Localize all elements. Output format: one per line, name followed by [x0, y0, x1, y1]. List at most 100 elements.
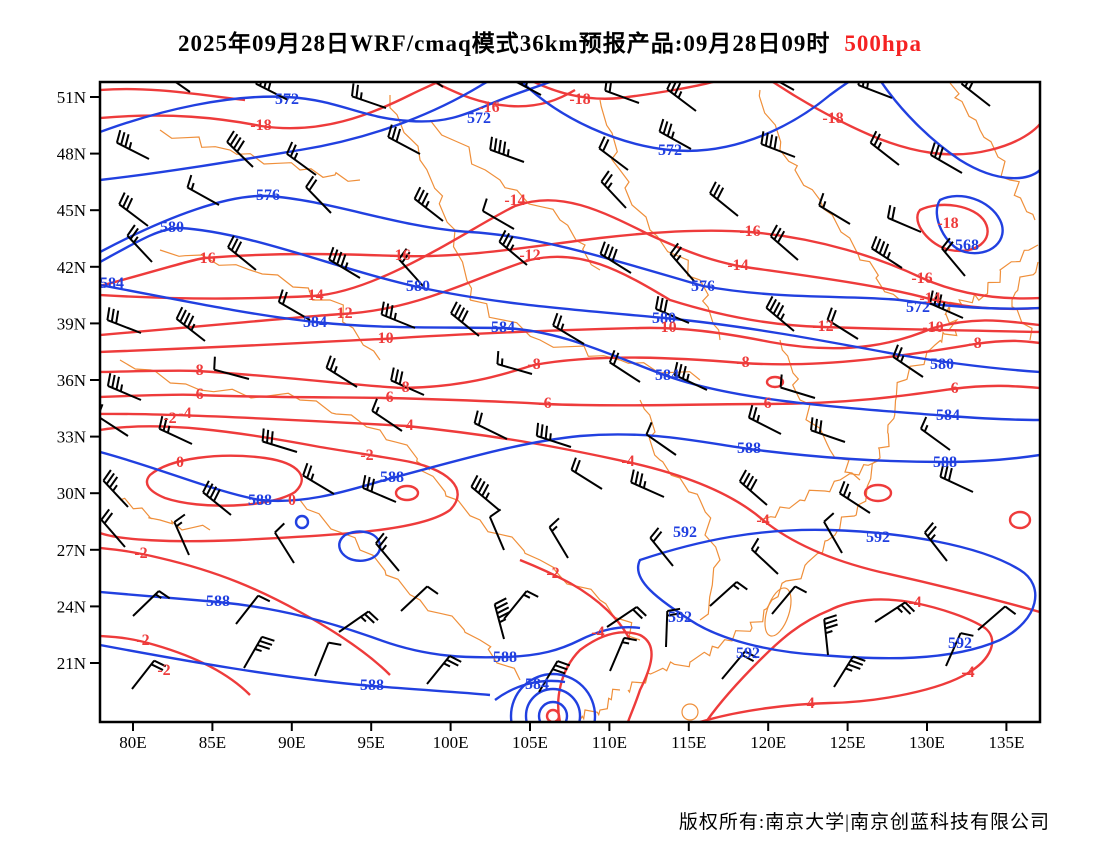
temperature-contours-path	[916, 203, 989, 253]
lat-tick-label: 51N	[57, 88, 86, 107]
wind-barb	[489, 136, 525, 163]
temperature-contours-path	[145, 454, 303, 507]
temperature-contour-label: 0	[288, 492, 296, 509]
wind-barb	[709, 581, 748, 607]
height-contours-path	[101, 433, 1039, 503]
temperature-contour-label: -10	[655, 319, 676, 336]
wind-barb	[649, 527, 674, 567]
height-contour-label: 588	[737, 440, 761, 457]
boundary-line	[639, 399, 721, 621]
lon-tick-label: 80E	[119, 733, 146, 752]
temperature-contours-path	[101, 425, 459, 543]
temperature-contour-label: -8	[396, 379, 409, 396]
wind-barb	[721, 650, 758, 680]
lat-tick-label: 24N	[57, 597, 86, 616]
wind-barb	[387, 124, 421, 155]
wind-barb	[277, 289, 311, 321]
wind-barb	[132, 590, 171, 617]
wind-barb	[470, 474, 500, 511]
wind-barb	[226, 130, 254, 168]
temperature-contour-label: -18	[937, 215, 958, 232]
wind-barb	[102, 469, 129, 508]
height-contour-label: 572	[467, 110, 491, 127]
temperature-contour-label: -4	[591, 624, 604, 641]
wind-barb	[606, 606, 647, 628]
wind-barb	[779, 374, 816, 399]
wind-barb	[747, 404, 782, 435]
wind-barb	[826, 307, 859, 340]
wind-barbs	[101, 83, 1017, 693]
title-pressure-level: 500hpa	[844, 31, 922, 56]
lon-tick-label: 95E	[358, 733, 385, 752]
temperature-contours-path	[101, 384, 1039, 407]
wind-barb	[604, 83, 640, 104]
temperature-contour-label: -4	[801, 695, 814, 712]
wind-barb	[398, 248, 424, 287]
wind-barb	[254, 83, 289, 101]
temperature-contours-path	[394, 484, 420, 502]
wind-barb	[869, 130, 900, 166]
wind-barb	[202, 480, 232, 516]
height-contour-label: 588	[248, 492, 272, 509]
wind-barb	[886, 205, 922, 233]
wind-barb	[380, 301, 416, 329]
temperature-contour-label: -8	[527, 356, 540, 373]
height-contour-label: 572	[906, 299, 930, 316]
height-contour-label: 588	[380, 469, 404, 486]
temperature-contour-label: -2	[157, 662, 170, 679]
height-contour-label: 592	[673, 524, 697, 541]
temperature-contour-label: -16	[739, 223, 760, 240]
boundary-line	[579, 688, 621, 721]
wind-barb	[765, 295, 795, 332]
height-contour-label: 576	[691, 278, 715, 295]
wind-barb	[771, 585, 808, 615]
temperature-contours-path	[101, 83, 439, 130]
temperature-contours-path	[101, 546, 391, 676]
wind-barb	[503, 590, 539, 620]
wind-barb	[413, 186, 444, 222]
temperature-contour-label: -14	[302, 287, 323, 304]
wind-barb	[673, 361, 708, 391]
wind-barb	[738, 469, 768, 506]
temperature-contour-label: -6	[758, 395, 771, 412]
height-contours-path	[509, 672, 597, 721]
wind-barb	[810, 417, 846, 443]
height-contours-path	[294, 514, 310, 530]
temperature-contours-path	[765, 375, 785, 389]
wind-barb	[488, 508, 505, 551]
wind-barb	[371, 398, 403, 432]
temperature-contour-label: -4	[908, 594, 921, 611]
temperature-contour-label: -10	[372, 330, 393, 347]
title-main: 2025年09月28日WRF/cmaq模式36km预报产品:09月28日09时	[178, 31, 831, 56]
height-contour-label: 588	[360, 677, 384, 694]
temperature-contour-label: -16	[389, 247, 410, 264]
wind-barb	[823, 512, 843, 554]
lat-tick-label: 33N	[57, 428, 86, 447]
taiwan-island-outline	[764, 587, 792, 637]
height-contour-label: 592	[668, 609, 692, 626]
boundary-line	[389, 95, 473, 301]
temperature-contour-label: -6	[538, 395, 551, 412]
wind-barb	[939, 463, 974, 493]
temperature-contour-label: -6	[380, 389, 393, 406]
lat-tick-label: 27N	[57, 541, 86, 560]
height-contours-path	[101, 643, 491, 697]
wind-barb	[498, 229, 528, 266]
height-contour-label: 592	[736, 645, 760, 662]
boundary-line	[429, 119, 601, 271]
temperature-contours	[101, 83, 1039, 721]
temperature-contour-label: -4	[400, 417, 413, 434]
wind-barb	[838, 480, 871, 514]
wind-barb	[669, 242, 695, 282]
temperature-contours-path	[101, 199, 1039, 311]
temperature-contours-path	[101, 339, 1039, 390]
wind-barb	[126, 224, 153, 263]
height-contours-path	[524, 687, 582, 721]
hainan-island-outline	[681, 703, 699, 721]
lat-tick-label: 30N	[57, 484, 86, 503]
height-contours-path	[880, 83, 1039, 180]
height-contour-label: 576	[256, 187, 280, 204]
height-contours-path	[101, 226, 1039, 374]
height-contour-label: 572	[275, 91, 299, 108]
wind-barb	[115, 129, 150, 160]
